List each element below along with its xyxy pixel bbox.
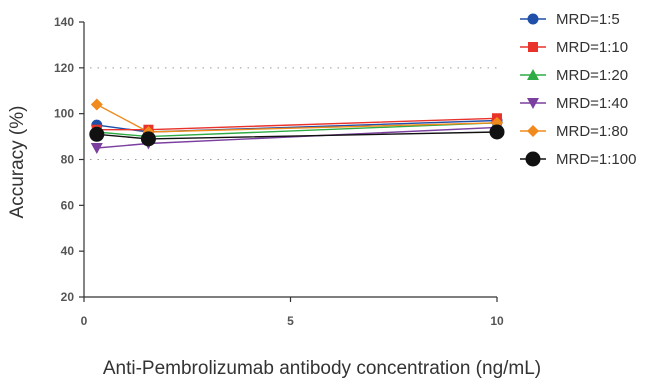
data-point-series-5 — [90, 98, 103, 111]
legend-marker — [528, 42, 538, 52]
series-line-5 — [96, 103, 498, 133]
x-tick-label: 10 — [490, 314, 504, 328]
x-tick-label: 0 — [81, 314, 88, 328]
series-line-6 — [96, 131, 498, 140]
legend-marker — [525, 151, 541, 167]
legend-marker — [527, 69, 539, 80]
y-tick-label: 80 — [61, 153, 75, 167]
y-tick-label: 20 — [61, 290, 75, 304]
y-tick-label: 60 — [61, 198, 75, 212]
legend-label: MRD=1:100 — [556, 151, 636, 168]
legend-marker — [527, 98, 539, 109]
x-tick-label: 5 — [287, 314, 294, 328]
legend-label: MRD=1:40 — [556, 95, 628, 112]
y-tick-label: 120 — [54, 61, 74, 75]
data-point-series-4 — [90, 143, 103, 155]
y-tick-label: 40 — [61, 244, 75, 258]
legend-marker — [527, 13, 539, 25]
data-point-series-6 — [140, 131, 156, 147]
y-tick-label: 140 — [54, 15, 74, 29]
data-point-series-6 — [489, 124, 505, 140]
y-axis-title: Accuracy (%) — [7, 106, 28, 219]
legend-label: MRD=1:5 — [556, 11, 620, 28]
legend-label: MRD=1:20 — [556, 67, 628, 84]
legend: MRD=1:5 MRD=1:10 MRD=1:20 MRD=1:40 MRD=1:80 M… — [520, 11, 636, 168]
y-tick-label: 100 — [54, 107, 74, 121]
data-point-series-6 — [89, 126, 105, 142]
x-axis-title: Anti-Pembrolizumab antibody concentratio… — [103, 358, 541, 379]
legend-marker — [527, 125, 539, 137]
legend-label: MRD=1:80 — [556, 123, 628, 140]
legend-label: MRD=1:10 — [556, 39, 628, 56]
